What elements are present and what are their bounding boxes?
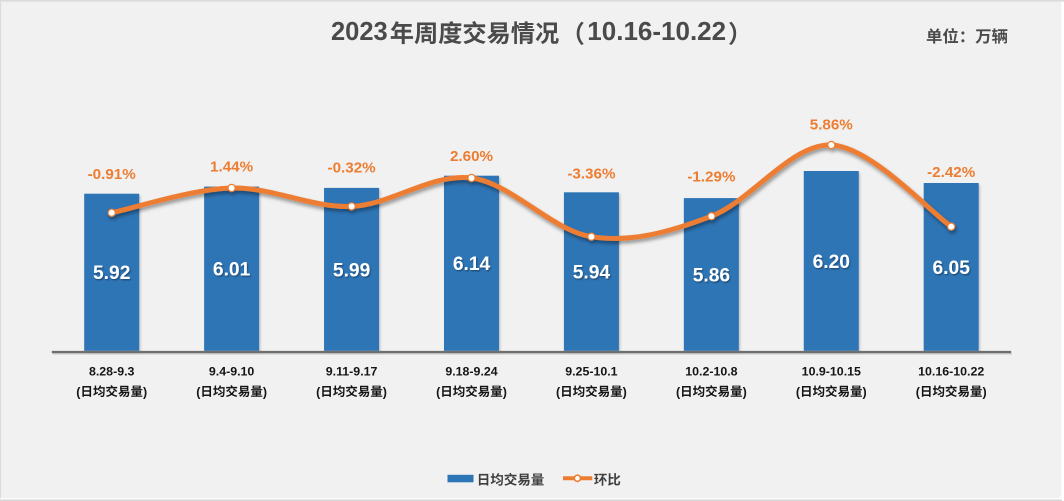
svg-text:5.99: 5.99 [333,260,370,281]
svg-text:): ) [982,385,986,399]
svg-text:2023: 2023 [331,18,388,46]
svg-text:-3.36%: -3.36% [567,165,616,182]
svg-text:(: ( [196,385,201,399]
svg-text:-0.32%: -0.32% [328,160,377,177]
svg-text:9.11-9.17: 9.11-9.17 [326,364,378,378]
svg-text:): ) [503,385,507,399]
svg-text:): ) [383,385,387,399]
svg-text:): ) [623,385,627,399]
svg-text:5.94: 5.94 [573,262,611,283]
svg-text:9.18-9.24: 9.18-9.24 [445,364,497,378]
svg-text:6.05: 6.05 [933,258,971,279]
svg-text:8.28-9.3: 8.28-9.3 [89,364,135,378]
svg-text:-0.91%: -0.91% [88,166,137,183]
svg-text:6.01: 6.01 [213,260,251,281]
svg-text:10.2-10.8: 10.2-10.8 [685,364,737,378]
svg-text:9.25-10.1: 9.25-10.1 [565,364,617,378]
svg-text:1.44%: 1.44% [210,159,254,176]
svg-text:(: ( [916,385,921,399]
svg-text:(: ( [436,385,441,399]
svg-text:10.9-10.15: 10.9-10.15 [802,364,861,378]
svg-text:): ) [263,385,267,399]
svg-text:2.60%: 2.60% [450,148,494,165]
svg-text:9.4-9.10: 9.4-9.10 [209,364,255,378]
svg-text:5.86%: 5.86% [810,116,854,133]
svg-text:10.16-10.22: 10.16-10.22 [918,364,984,378]
svg-text:6.20: 6.20 [813,252,850,273]
svg-text:(: ( [76,385,81,399]
svg-text:(: ( [316,385,321,399]
svg-text:(: ( [556,385,561,399]
svg-text:10.16-10.22: 10.16-10.22 [587,16,726,46]
svg-text:5.92: 5.92 [93,263,130,284]
svg-text:(: ( [796,385,801,399]
svg-text:-2.42%: -2.42% [927,164,976,181]
svg-text:6.14: 6.14 [453,254,491,275]
svg-text:): ) [863,385,867,399]
svg-text:): ) [143,385,147,399]
svg-text:-1.29%: -1.29% [687,169,736,186]
svg-text:(: ( [676,385,681,399]
svg-text:): ) [743,385,747,399]
svg-text:5.86: 5.86 [693,265,730,286]
